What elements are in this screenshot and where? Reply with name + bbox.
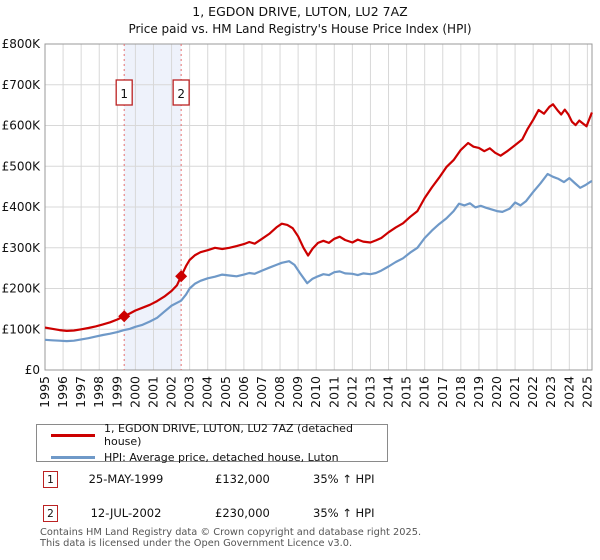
- svg-text:2007: 2007: [254, 376, 269, 408]
- legend-swatch-blue: [51, 456, 95, 459]
- svg-text:£800K: £800K: [2, 37, 42, 51]
- svg-text:£0: £0: [25, 363, 40, 377]
- sale-1-price: £132,000: [215, 472, 270, 486]
- svg-text:2023: 2023: [543, 376, 558, 408]
- license-footer: Contains HM Land Registry data © Crown c…: [40, 527, 422, 549]
- sale-2-hpi-delta: 35% ↑ HPI: [313, 506, 375, 520]
- svg-text:2006: 2006: [236, 376, 251, 408]
- svg-text:2004: 2004: [200, 376, 215, 408]
- sale-row-2: 2 12-JUL-2002 £230,000 35% ↑ HPI: [0, 505, 600, 525]
- svg-text:2013: 2013: [362, 376, 377, 408]
- svg-text:2009: 2009: [290, 376, 305, 408]
- svg-text:2015: 2015: [399, 376, 414, 408]
- svg-text:2: 2: [177, 87, 185, 101]
- legend-item-property: 1, EGDON DRIVE, LUTON, LU2 7AZ (detached…: [37, 422, 387, 448]
- svg-text:1998: 1998: [91, 376, 106, 408]
- legend-item-hpi: HPI: Average price, detached house, Luto…: [37, 451, 387, 464]
- legend-label-property: 1, EGDON DRIVE, LUTON, LU2 7AZ (detached…: [104, 422, 353, 448]
- svg-text:2022: 2022: [525, 376, 540, 408]
- svg-text:2025: 2025: [579, 376, 594, 408]
- svg-text:1995: 1995: [37, 376, 52, 408]
- svg-text:2005: 2005: [218, 376, 233, 408]
- svg-text:2014: 2014: [381, 376, 396, 408]
- legend-swatch-red: [51, 433, 95, 437]
- svg-text:2020: 2020: [489, 376, 504, 408]
- sale-2-number-badge: 2: [43, 505, 58, 522]
- svg-text:2001: 2001: [145, 376, 160, 408]
- svg-text:2017: 2017: [435, 376, 450, 408]
- svg-text:£200K: £200K: [2, 282, 42, 296]
- svg-text:2002: 2002: [164, 376, 179, 408]
- svg-text:2016: 2016: [417, 376, 432, 408]
- svg-text:£500K: £500K: [2, 159, 42, 173]
- svg-text:2011: 2011: [326, 376, 341, 408]
- legend-label-hpi: HPI: Average price, detached house, Luto…: [104, 451, 339, 464]
- svg-text:2010: 2010: [308, 376, 323, 408]
- svg-text:2008: 2008: [272, 376, 287, 408]
- sale-1-date: 25-MAY-1999: [88, 472, 164, 486]
- svg-text:£300K: £300K: [2, 241, 42, 255]
- svg-text:2021: 2021: [507, 376, 522, 408]
- svg-text:2012: 2012: [344, 376, 359, 408]
- sale-2-date: 12-JUL-2002: [90, 506, 162, 520]
- svg-text:2000: 2000: [127, 376, 142, 408]
- sale-1-hpi-delta: 35% ↑ HPI: [313, 472, 375, 486]
- footer-line-1: Contains HM Land Registry data © Crown c…: [40, 527, 422, 538]
- svg-text:1: 1: [120, 87, 128, 101]
- svg-text:£400K: £400K: [2, 200, 42, 214]
- svg-text:2024: 2024: [561, 376, 576, 408]
- svg-text:£100K: £100K: [2, 322, 42, 336]
- sale-1-number-badge: 1: [43, 471, 58, 488]
- svg-text:1997: 1997: [73, 376, 88, 408]
- svg-text:£700K: £700K: [2, 78, 42, 92]
- sale-2-price: £230,000: [215, 506, 270, 520]
- svg-text:£600K: £600K: [2, 119, 42, 133]
- svg-text:2018: 2018: [453, 376, 468, 408]
- chart-legend: 1, EGDON DRIVE, LUTON, LU2 7AZ (detached…: [36, 422, 388, 464]
- price-chart: 1995 1996 1997 1998 1999 2000 2001 2002 2003 2004…: [2, 37, 595, 408]
- page-subtitle: Price paid vs. HM Land Registry's House …: [128, 22, 472, 36]
- sale-row-1: 1 25-MAY-1999 £132,000 35% ↑ HPI: [0, 471, 600, 491]
- page-title: 1, EGDON DRIVE, LUTON, LU2 7AZ: [192, 4, 408, 19]
- svg-text:1996: 1996: [55, 376, 70, 408]
- svg-text:2003: 2003: [182, 376, 197, 408]
- footer-line-2: This data is licensed under the Open Gov…: [40, 537, 353, 549]
- svg-text:1999: 1999: [109, 376, 124, 408]
- svg-text:2019: 2019: [471, 376, 486, 408]
